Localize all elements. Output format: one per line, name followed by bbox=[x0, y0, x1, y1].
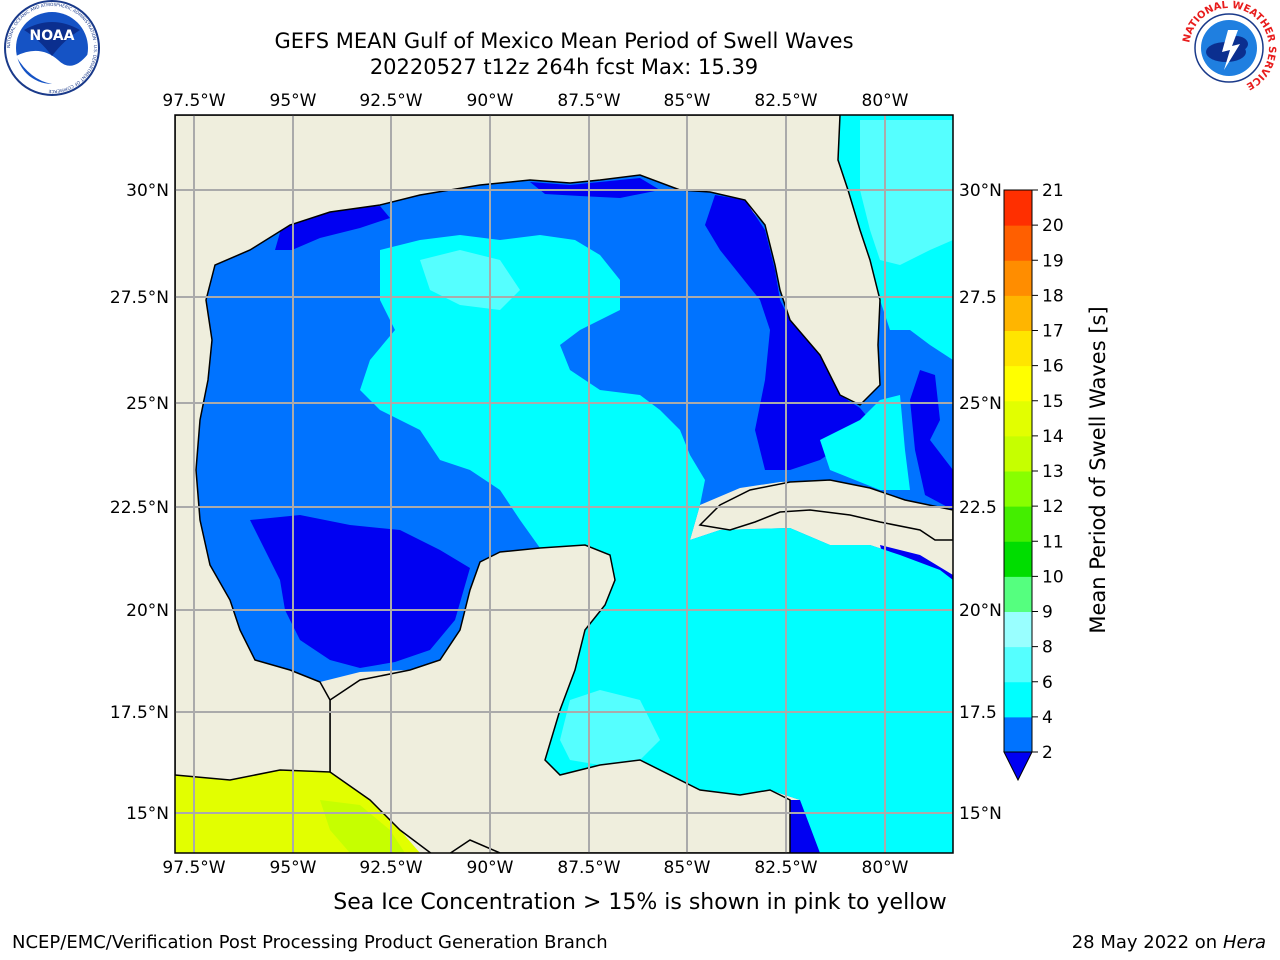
lat-ticks-right: 30°N 27.5 25°N 22.5 20°N 17.5 15°N bbox=[959, 181, 1002, 824]
chart-title: GEFS MEAN Gulf of Mexico Mean Period of … bbox=[274, 29, 854, 53]
colorbar-tick-label: 4 bbox=[1042, 708, 1053, 728]
colorbar-tick-label: 6 bbox=[1042, 673, 1053, 693]
colorbar-segment bbox=[1004, 400, 1032, 437]
lon-tick-top: 80°W bbox=[862, 91, 909, 111]
graticule bbox=[175, 115, 953, 853]
colorbar-tick-label: 20 bbox=[1042, 216, 1064, 236]
colorbar-segment bbox=[1004, 190, 1032, 226]
colorbar-segment bbox=[1004, 506, 1032, 542]
dark-water-north bbox=[530, 178, 660, 198]
cuba-land bbox=[698, 479, 953, 541]
colorbar-tick-label: 11 bbox=[1042, 532, 1064, 552]
colorbar-tick-label: 9 bbox=[1042, 603, 1053, 623]
lat-tick-right: 22.5 bbox=[959, 498, 997, 518]
lat-tick-right: 27.5 bbox=[959, 288, 997, 308]
dark-water-florida-shelf bbox=[705, 195, 870, 470]
lat-tick-left: 20°N bbox=[126, 601, 169, 621]
lat-ticks-left: 30°N 27.5°N 25°N 22.5°N 20°N 17.5°N 15°N bbox=[110, 181, 169, 824]
lon-tick-bottom: 85°W bbox=[664, 858, 711, 878]
lon-tick-bottom: 82.5°W bbox=[754, 858, 817, 878]
colorbar-segment bbox=[1004, 646, 1032, 683]
dark-water-bahamas bbox=[910, 370, 953, 510]
lat-tick-left: 15°N bbox=[126, 804, 169, 824]
lon-tick-bottom: 90°W bbox=[467, 858, 514, 878]
colorbar-segment bbox=[1004, 260, 1032, 296]
dark-water-west bbox=[250, 515, 470, 668]
colorbar-tick-label: 17 bbox=[1042, 322, 1064, 342]
lat-tick-left: 17.5°N bbox=[110, 703, 169, 723]
colorbar-segment bbox=[1004, 225, 1032, 261]
colorbar-under-triangle bbox=[1003, 751, 1033, 782]
colorbar-segment bbox=[1004, 365, 1032, 402]
colorbar-tick-label: 2 bbox=[1042, 743, 1053, 763]
yucatan-land bbox=[329, 544, 791, 853]
colorbar-segment bbox=[1004, 681, 1032, 718]
colorbar-tick-label: 16 bbox=[1042, 357, 1064, 377]
lon-tick-bottom: 97.5°W bbox=[162, 858, 225, 878]
chart-subtitle: 20220527 t12z 264h fcst Max: 15.39 bbox=[369, 55, 759, 79]
light-water-patch bbox=[420, 250, 520, 310]
colorbar-segment bbox=[1004, 435, 1032, 472]
light-water-yucatan-coast bbox=[560, 690, 660, 765]
lon-tick-bottom: 80°W bbox=[862, 858, 909, 878]
cyan-water-central bbox=[360, 235, 953, 853]
colorbar-tick-label: 18 bbox=[1042, 286, 1064, 306]
lon-tick-bottom: 87.5°W bbox=[557, 858, 620, 878]
colorbar-tick-label: 12 bbox=[1042, 497, 1064, 517]
colorbar-segment bbox=[1004, 716, 1032, 753]
colorbar-segment bbox=[1004, 295, 1032, 331]
lon-tick-top: 87.5°W bbox=[557, 91, 620, 111]
colorbar-segment bbox=[1004, 330, 1032, 367]
lon-tick-top: 95°W bbox=[270, 91, 317, 111]
lat-tick-left: 30°N bbox=[126, 181, 169, 201]
lon-tick-bottom: 95°W bbox=[270, 858, 317, 878]
colorbar-tick-label: 19 bbox=[1042, 251, 1064, 271]
lon-tick-top: 90°W bbox=[467, 91, 514, 111]
colorbar: 2 4 6 8 9 10 11 12 13 14 15 16 17 18 19 20 21 bbox=[1003, 181, 1064, 782]
lat-tick-right: 30°N bbox=[959, 181, 1002, 201]
colorbar-segment bbox=[1004, 576, 1032, 612]
lon-tick-top: 85°W bbox=[664, 91, 711, 111]
colorbar-tick-label: 10 bbox=[1042, 567, 1064, 587]
lon-ticks-bottom: 97.5°W 95°W 92.5°W 90°W 87.5°W 85°W 82.5… bbox=[162, 858, 908, 878]
colorbar-tick-label: 21 bbox=[1042, 181, 1064, 201]
colorbar-segment bbox=[1004, 471, 1032, 507]
map-area bbox=[175, 115, 953, 853]
colorbar-tick-label: 15 bbox=[1042, 392, 1064, 412]
lat-tick-right: 15°N bbox=[959, 804, 1002, 824]
footer-date-text: 28 May 2022 on bbox=[1071, 932, 1218, 953]
sea-ice-caption: Sea Ice Concentration > 15% is shown in … bbox=[333, 890, 947, 915]
noaa-logo-text: NOAA bbox=[30, 28, 75, 44]
lat-tick-left: 22.5°N bbox=[110, 498, 169, 518]
lat-tick-left: 27.5°N bbox=[110, 288, 169, 308]
colorbar-tick-label: 8 bbox=[1042, 638, 1053, 658]
nws-logo-icon: NATIONAL WEATHER SERVICE bbox=[1181, 0, 1277, 94]
noaa-logo-icon: NOAA NATIONAL OCEANIC AND ATMOSPHERIC AD… bbox=[4, 0, 100, 96]
cyan-water-straits bbox=[820, 395, 910, 490]
lon-tick-top: 82.5°W bbox=[754, 91, 817, 111]
colorbar-segment bbox=[1004, 541, 1032, 577]
lon-ticks-top: 97.5°W 95°W 92.5°W 90°W 87.5°W 85°W 82.5… bbox=[162, 91, 908, 111]
footer-date: 28 May 2022 on Hera bbox=[1072, 932, 1266, 953]
lat-tick-right: 25°N bbox=[959, 394, 1002, 414]
footer-credit: NCEP/EMC/Verification Post Processing Pr… bbox=[12, 932, 608, 953]
lat-tick-right: 17.5 bbox=[959, 703, 997, 723]
footer-machine: Hera bbox=[1222, 932, 1266, 953]
light-water-atlantic bbox=[860, 120, 953, 265]
florida-land bbox=[175, 115, 881, 781]
map-frame bbox=[174, 114, 954, 854]
lat-tick-left: 25°N bbox=[126, 394, 169, 414]
lon-tick-top: 97.5°W bbox=[162, 91, 225, 111]
colorbar-segment bbox=[1004, 611, 1032, 648]
colorbar-tick-label: 14 bbox=[1042, 427, 1064, 447]
lon-tick-bottom: 92.5°W bbox=[359, 858, 422, 878]
colorbar-tick-label: 13 bbox=[1042, 462, 1064, 482]
colorbar-label: Mean Period of Swell Waves [s] bbox=[1086, 306, 1110, 633]
lon-tick-top: 92.5°W bbox=[359, 91, 422, 111]
lat-tick-right: 20°N bbox=[959, 601, 1002, 621]
